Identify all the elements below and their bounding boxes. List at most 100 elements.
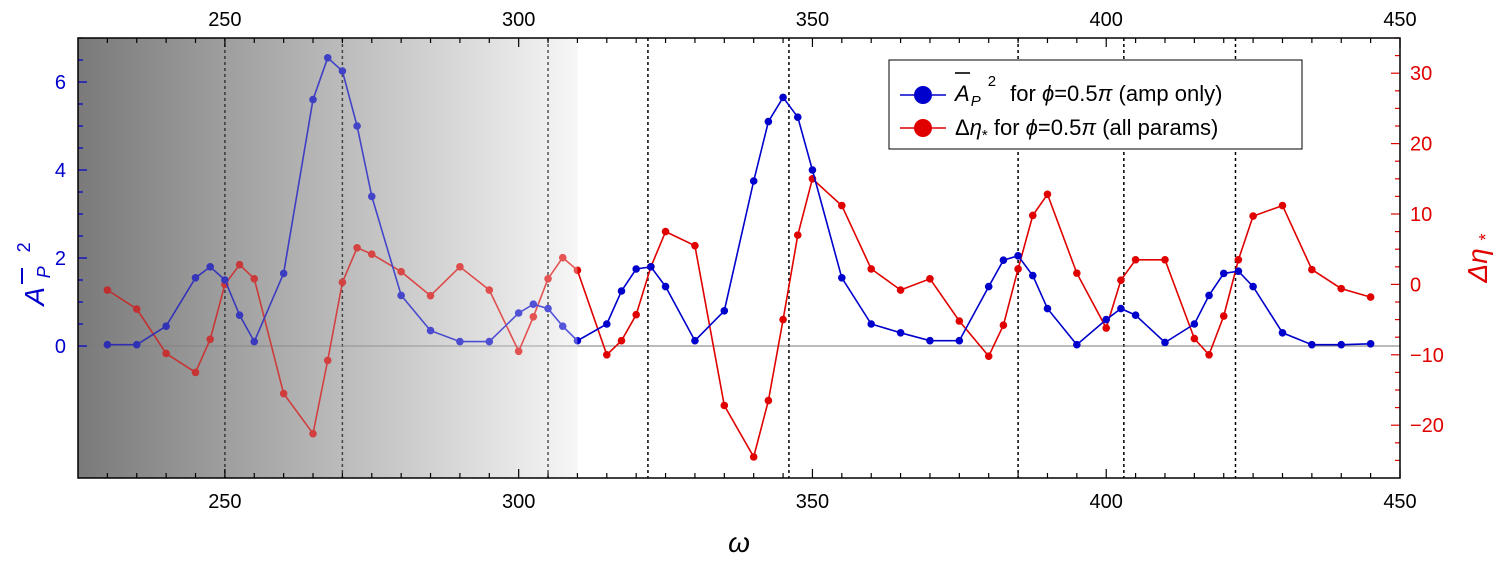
- data-point-blue: [1014, 252, 1022, 260]
- x-tick-label-bottom: 400: [1090, 491, 1123, 513]
- svg-text:Δη* for ϕ=0.5π (all params): Δη* for ϕ=0.5π (all params): [955, 115, 1218, 144]
- x-tick-label-bottom: 350: [796, 491, 829, 513]
- data-point-blue: [1234, 267, 1243, 276]
- data-point-blue: [838, 274, 846, 282]
- right-axis-label-main: Δη: [1462, 248, 1493, 283]
- data-point-blue: [1190, 320, 1199, 328]
- data-point-blue: [617, 287, 626, 295]
- data-point-blue: [1028, 271, 1037, 280]
- data-point-red: [984, 352, 993, 361]
- left-tick-label: 6: [55, 72, 66, 94]
- data-point-red: [793, 231, 802, 239]
- data-point-red: [603, 351, 611, 359]
- right-tick-label: −10: [1410, 345, 1444, 367]
- data-point-red: [779, 315, 787, 324]
- data-point-red: [955, 317, 964, 325]
- shade-fade: [78, 38, 578, 478]
- data-point-red: [749, 453, 758, 461]
- right-tick-label: 20: [1410, 134, 1432, 156]
- data-point-blue: [1131, 311, 1140, 320]
- data-point-red: [1028, 211, 1037, 220]
- data-point-red: [1249, 212, 1257, 220]
- x-axis-label: ω: [728, 527, 750, 558]
- svg-text:AP2 for ϕ=0.5π (amp only): AP2 for ϕ=0.5π (amp only): [953, 73, 1222, 110]
- legend-entry-red: Δη* for ϕ=0.5π (all params): [900, 115, 1218, 144]
- x-tick-label-bottom: 450: [1383, 491, 1416, 513]
- tick-labels-layer: 2502503003003503504004004504500246−20−10…: [55, 9, 1444, 513]
- data-point-blue: [808, 166, 817, 174]
- left-axis-label-sub: P: [34, 266, 54, 278]
- data-point-red: [838, 201, 846, 210]
- data-point-blue: [691, 336, 699, 345]
- x-tick-label-top: 350: [796, 9, 829, 31]
- legend-entry-blue: AP2 for ϕ=0.5π (amp only): [900, 72, 1222, 110]
- data-point-red: [661, 227, 670, 236]
- data-point-red: [999, 321, 1008, 330]
- right-tick-label: −20: [1410, 415, 1444, 437]
- left-axis-label-sup: 2: [14, 242, 34, 252]
- data-point-blue: [720, 307, 729, 315]
- left-tick-label: 0: [55, 336, 66, 358]
- x-tick-label-bottom: 300: [502, 491, 535, 513]
- data-point-blue: [955, 336, 964, 345]
- data-point-blue: [926, 336, 934, 345]
- legend-marker-blue: [914, 86, 932, 104]
- data-point-blue: [764, 117, 773, 126]
- data-point-red: [1014, 265, 1022, 273]
- data-point-blue: [632, 265, 640, 273]
- ticks-layer: [78, 37, 1401, 478]
- data-point-red: [1161, 255, 1169, 264]
- right-tick-label: 30: [1410, 63, 1432, 85]
- data-point-red: [1043, 190, 1052, 199]
- data-point-red: [1131, 255, 1140, 264]
- data-point-blue: [1366, 340, 1375, 348]
- svg-text:Δη *: Δη *: [1462, 233, 1496, 283]
- data-point-blue: [1219, 269, 1228, 278]
- data-point-red: [896, 286, 905, 294]
- legend: AP2 for ϕ=0.5π (amp only) Δη* for ϕ=0.5π…: [888, 59, 1303, 150]
- data-point-blue: [647, 263, 655, 271]
- data-point-red: [617, 336, 626, 345]
- svg-text:A P 2: A P 2: [14, 242, 56, 307]
- legend-marker-red: [914, 119, 932, 137]
- data-point-blue: [1205, 291, 1213, 300]
- right-axis-label: Δη *: [1462, 233, 1496, 283]
- left-axis-label-base: A: [19, 288, 50, 308]
- data-point-red: [764, 396, 773, 405]
- plot-frame: [77, 37, 1401, 479]
- left-tick-label: 4: [55, 160, 66, 182]
- data-point-blue: [1043, 304, 1052, 313]
- data-point-blue: [896, 329, 905, 337]
- data-point-blue: [1102, 315, 1111, 324]
- data-point-red: [1278, 201, 1287, 210]
- data-point-red: [1366, 293, 1375, 301]
- data-point-red: [1102, 324, 1111, 332]
- data-point-blue: [1073, 340, 1081, 349]
- data-point-red: [1205, 351, 1213, 359]
- data-point-red: [1234, 255, 1243, 264]
- right-axis-label-sub: *: [1476, 233, 1496, 240]
- data-point-blue: [999, 256, 1008, 265]
- data-point-red: [1073, 269, 1081, 277]
- data-point-red: [867, 265, 875, 273]
- left-axis-label: A P 2: [14, 242, 56, 307]
- data-point-red: [720, 401, 729, 410]
- series-layer: [78, 38, 1375, 478]
- x-tick-label-top: 400: [1090, 9, 1123, 31]
- data-point-blue: [1117, 304, 1125, 313]
- data-point-blue: [1249, 282, 1257, 291]
- legend-box: [888, 59, 1303, 150]
- right-tick-label: 10: [1410, 204, 1432, 226]
- right-tick-label: 0: [1410, 274, 1421, 296]
- data-point-red: [1308, 265, 1316, 274]
- x-tick-label-top: 250: [208, 9, 241, 31]
- data-point-red: [1190, 334, 1199, 343]
- data-point-red: [632, 310, 640, 319]
- data-point-red: [691, 241, 699, 250]
- data-point-blue: [1161, 338, 1169, 347]
- data-point-blue: [779, 93, 787, 102]
- data-point-blue: [1278, 329, 1287, 337]
- data-point-blue: [867, 320, 875, 328]
